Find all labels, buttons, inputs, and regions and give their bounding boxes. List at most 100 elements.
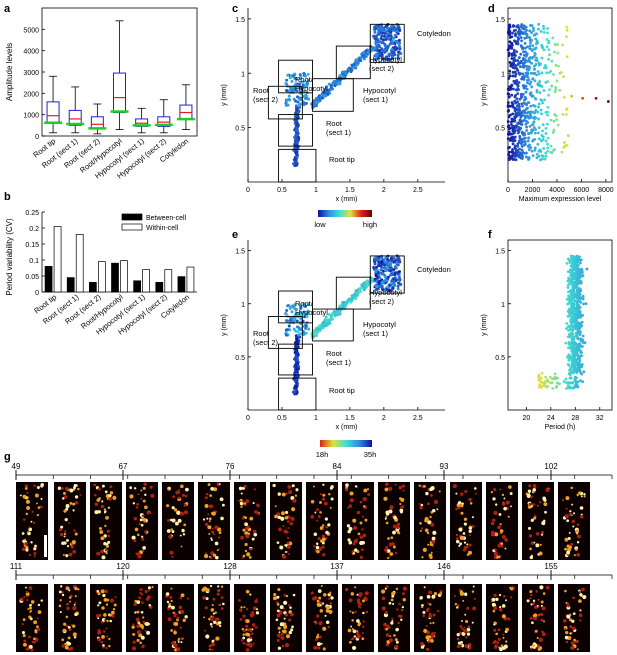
cell-spot bbox=[473, 487, 477, 490]
cell-spot bbox=[347, 628, 352, 633]
cell-spot bbox=[345, 483, 349, 487]
data-point bbox=[320, 326, 324, 330]
cell-spot bbox=[292, 498, 297, 503]
cell-spot bbox=[255, 611, 260, 615]
cell-spot bbox=[529, 547, 532, 551]
data-point bbox=[298, 98, 302, 102]
data-point bbox=[533, 148, 537, 152]
cell-spot bbox=[493, 593, 497, 597]
cell-spot bbox=[74, 495, 79, 499]
data-point bbox=[511, 66, 515, 69]
data-point bbox=[568, 335, 572, 339]
data-point bbox=[377, 262, 381, 266]
cell-spot bbox=[33, 620, 38, 625]
data-point bbox=[529, 104, 533, 108]
cell-spot bbox=[101, 500, 104, 503]
data-point bbox=[507, 124, 511, 128]
cell-spot bbox=[180, 545, 183, 548]
data-point bbox=[553, 90, 557, 94]
cell-spot bbox=[283, 529, 288, 534]
data-point bbox=[301, 313, 305, 317]
bar-within-cell bbox=[120, 260, 128, 293]
cell-spot bbox=[140, 523, 144, 527]
x-tick-label: 8000 bbox=[598, 187, 614, 194]
data-point bbox=[506, 120, 510, 123]
cell-spot bbox=[364, 591, 369, 596]
cell-spot bbox=[316, 602, 321, 607]
cell-spot bbox=[172, 495, 175, 499]
y-tick-label: 0.15 bbox=[25, 242, 39, 249]
data-point bbox=[539, 158, 542, 162]
cell-spot bbox=[392, 602, 395, 606]
cell-spot bbox=[211, 603, 214, 607]
legend-label-within: Within-cell bbox=[146, 225, 179, 232]
data-point bbox=[576, 323, 580, 327]
cell-spot bbox=[205, 492, 209, 496]
box-body bbox=[90, 116, 104, 130]
cell-spot bbox=[362, 496, 367, 502]
cell-spot bbox=[278, 610, 283, 615]
cell-spot bbox=[325, 530, 329, 535]
cell-spot bbox=[142, 616, 145, 619]
data-point bbox=[579, 258, 583, 262]
region-box bbox=[278, 148, 317, 183]
cell-spot bbox=[240, 606, 243, 609]
cell-spot bbox=[578, 590, 582, 594]
cell-spot bbox=[468, 642, 472, 647]
cell-spot bbox=[420, 645, 425, 649]
cell-spot bbox=[354, 485, 358, 488]
data-point bbox=[521, 32, 525, 35]
cell-spot bbox=[250, 614, 254, 618]
cell-spot bbox=[394, 638, 398, 642]
data-point bbox=[284, 333, 288, 337]
data-point bbox=[289, 88, 293, 92]
cell-spot bbox=[468, 529, 472, 533]
cell-spot bbox=[66, 606, 70, 611]
cell-spot bbox=[384, 487, 389, 492]
data-point bbox=[527, 132, 531, 136]
data-point bbox=[393, 52, 397, 56]
data-point bbox=[553, 43, 557, 46]
cell-spot bbox=[97, 487, 101, 491]
cell-spot bbox=[322, 553, 326, 557]
cell-spot bbox=[21, 547, 26, 552]
data-point bbox=[390, 27, 394, 31]
data-point bbox=[571, 272, 575, 276]
cell-spot bbox=[469, 525, 472, 528]
data-point bbox=[293, 135, 297, 139]
cell-spot bbox=[136, 502, 139, 506]
cell-spot bbox=[438, 490, 441, 493]
cell-spot bbox=[168, 534, 173, 539]
data-point bbox=[531, 44, 535, 48]
cell-spot bbox=[310, 592, 314, 595]
panel-c: 0 0.5 1 1.5 2 2.50.511.5x (mm)y (mm)Root tipR… bbox=[221, 8, 451, 229]
cell-spot bbox=[278, 527, 282, 532]
cell-spot bbox=[147, 595, 151, 599]
cell-spot bbox=[139, 518, 143, 522]
cell-spot bbox=[569, 632, 572, 635]
cell-spot bbox=[352, 552, 355, 555]
cell-spot bbox=[206, 517, 209, 520]
data-point bbox=[529, 41, 532, 45]
cell-spot bbox=[430, 632, 435, 637]
cell-spot bbox=[238, 486, 243, 491]
cell-spot bbox=[26, 598, 29, 602]
cell-spot bbox=[284, 515, 289, 520]
cell-spot bbox=[180, 484, 184, 489]
data-point bbox=[295, 319, 299, 323]
cell-spot bbox=[359, 500, 363, 504]
data-point bbox=[580, 320, 584, 324]
region-box bbox=[278, 59, 313, 94]
cell-spot bbox=[510, 596, 513, 599]
cell-spot bbox=[456, 606, 459, 609]
cell-spot bbox=[109, 485, 113, 489]
data-point bbox=[297, 365, 301, 369]
cell-spot bbox=[459, 631, 463, 635]
region-box bbox=[267, 316, 303, 349]
cell-spot bbox=[502, 636, 505, 639]
data-point bbox=[573, 272, 577, 275]
cell-spot bbox=[390, 598, 394, 602]
data-point bbox=[558, 88, 562, 92]
data-point bbox=[542, 27, 546, 31]
